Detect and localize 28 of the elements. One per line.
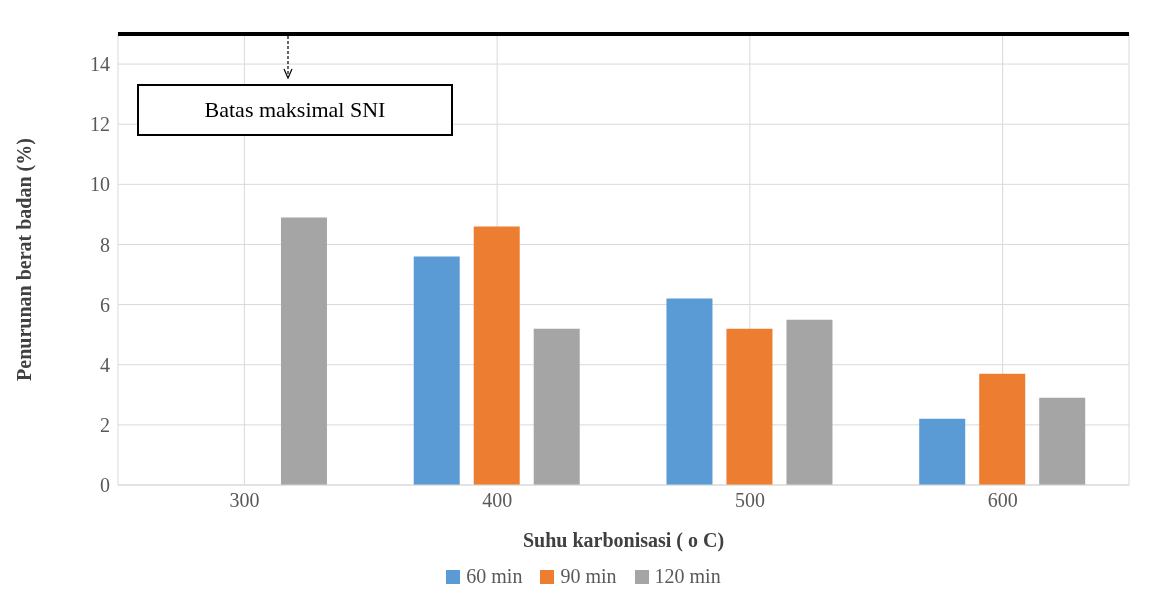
ref-line-label: Batas maksimal SNI [204, 97, 386, 122]
y-tick-label: 14 [90, 53, 110, 76]
legend-label: 120 min [654, 565, 721, 588]
y-tick-label: 6 [100, 293, 110, 316]
y-tick-label: 8 [100, 233, 110, 256]
bar [786, 319, 833, 485]
bar [533, 328, 580, 485]
bar [473, 226, 520, 485]
y-tick-label: 2 [100, 413, 110, 436]
x-tick-label: 600 [987, 489, 1018, 512]
x-axis-title: Suhu karbonisasi ( o C) [522, 529, 725, 552]
legend-label: 90 min [560, 565, 617, 588]
bar [726, 328, 773, 485]
y-tick-label: 12 [90, 113, 110, 136]
bar [1039, 397, 1086, 485]
y-tick-label: 4 [100, 353, 110, 376]
bar [280, 217, 327, 485]
bar [413, 256, 460, 485]
y-axis-title: Penurunan berat badan (%) [13, 138, 37, 381]
y-tick-label: 0 [100, 474, 110, 497]
bar [666, 298, 713, 485]
x-tick-label: 400 [482, 489, 513, 512]
legend-label: 60 min [466, 565, 523, 588]
x-tick-label: 500 [734, 489, 765, 512]
bar [919, 418, 966, 485]
y-tick-label: 10 [90, 173, 110, 196]
bar [979, 373, 1026, 485]
x-tick-label: 300 [229, 489, 260, 512]
